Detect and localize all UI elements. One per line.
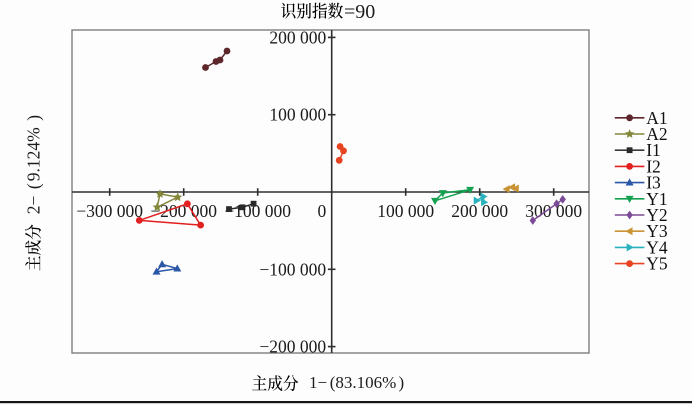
- svg-text:100 000: 100 000: [377, 201, 434, 221]
- svg-text:2−(9.124%): 2−(9.124%): [24, 115, 44, 214]
- svg-text:Y5: Y5: [646, 254, 668, 274]
- svg-text:200 000: 200 000: [269, 27, 326, 47]
- svg-text:100 000: 100 000: [269, 105, 326, 125]
- svg-text:Y2: Y2: [646, 205, 667, 225]
- svg-text:−200 000: −200 000: [259, 337, 326, 357]
- svg-text:0: 0: [317, 201, 326, 221]
- svg-text:−100 000: −100 000: [259, 259, 326, 279]
- svg-text:I1: I1: [646, 140, 661, 160]
- svg-text:Y1: Y1: [646, 189, 667, 209]
- svg-text:−300 000: −300 000: [76, 201, 143, 221]
- svg-text:200 000: 200 000: [451, 201, 508, 221]
- svg-text:A2: A2: [646, 124, 667, 144]
- svg-text:I2: I2: [646, 156, 661, 176]
- svg-text:A1: A1: [646, 108, 667, 128]
- svg-text:I3: I3: [646, 173, 661, 193]
- svg-text:=90: =90: [344, 1, 375, 23]
- svg-text:Y3: Y3: [646, 221, 668, 241]
- svg-text:−200 000: −200 000: [150, 201, 217, 221]
- svg-text:Y4: Y4: [646, 237, 668, 257]
- svg-text:−100 000: −100 000: [224, 201, 291, 221]
- svg-text:1−(83.106%): 1− (83.106%): [309, 373, 404, 392]
